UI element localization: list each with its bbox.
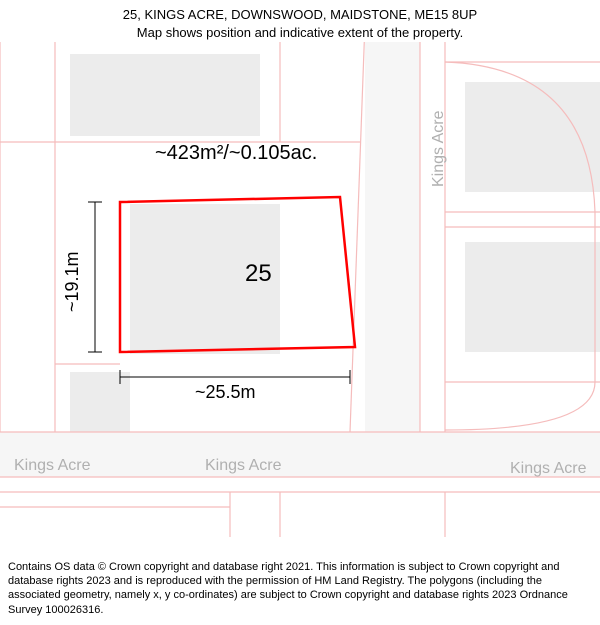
road-label: Kings Acre [430, 111, 448, 187]
road-label: Kings Acre [14, 457, 90, 475]
road-label: Kings Acre [205, 457, 281, 475]
width-dimension-label: ~25.5m [195, 382, 256, 403]
header-subtitle: Map shows position and indicative extent… [10, 24, 590, 42]
header: 25, KINGS ACRE, DOWNSWOOD, MAIDSTONE, ME… [0, 0, 600, 45]
height-dimension-label: ~19.1m [62, 251, 83, 312]
header-title: 25, KINGS ACRE, DOWNSWOOD, MAIDSTONE, ME… [10, 6, 590, 24]
footer-text: Contains OS data © Crown copyright and d… [8, 561, 568, 616]
road-label: Kings Acre [510, 460, 586, 478]
map-area: ~423m²/~0.105ac. 25 ~25.5m ~19.1m Kings … [0, 42, 600, 537]
area-label: ~423m²/~0.105ac. [155, 142, 317, 165]
plot-number: 25 [245, 260, 272, 288]
footer: Contains OS data © Crown copyright and d… [0, 554, 600, 625]
